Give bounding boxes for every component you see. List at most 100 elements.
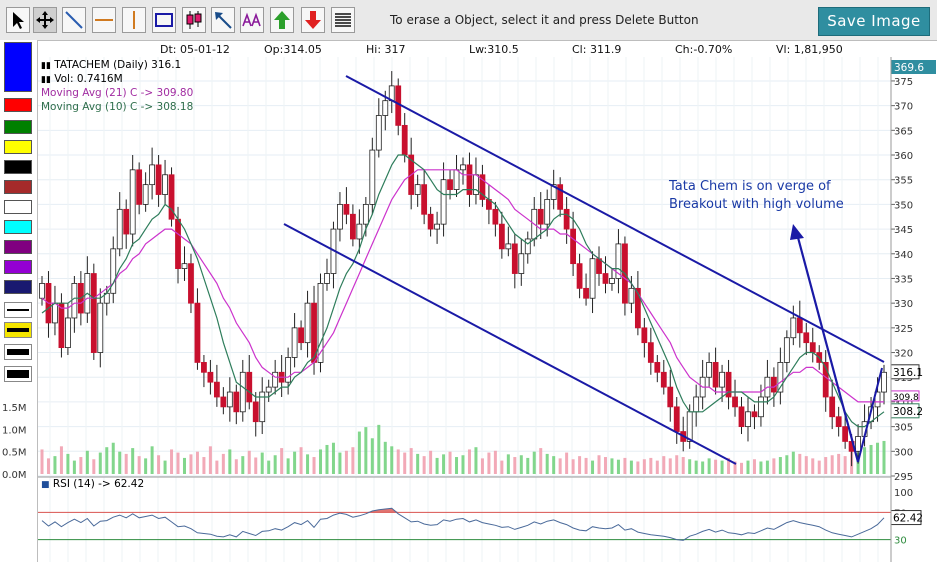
horizontal-line-icon[interactable] [92, 7, 116, 33]
square-icon: ■ [41, 480, 50, 490]
candle-body [531, 208, 538, 240]
volume-bar [241, 456, 245, 474]
price-tick-label: 330 [894, 299, 913, 310]
candle-body [498, 223, 505, 250]
candle-body [829, 396, 836, 418]
color-swatch[interactable] [4, 240, 32, 254]
color-swatch[interactable] [4, 260, 32, 274]
candle-body [362, 203, 369, 225]
info-close: Cl: 311.9 [572, 43, 622, 56]
rsi-panel: 30 70 100 62.42 [38, 488, 923, 547]
volume-bar [344, 450, 348, 474]
candle-body [576, 263, 583, 289]
legend-ma21: Moving Avg (21) C -> 309.80 [41, 87, 194, 99]
candle-body [65, 317, 71, 349]
chart-icon: ▮▮ [41, 75, 51, 85]
color-swatch[interactable] [4, 98, 32, 112]
candle-body [758, 396, 764, 418]
line-width-option[interactable] [4, 344, 32, 360]
pointer-icon[interactable] [6, 7, 30, 33]
volume-bar [260, 452, 264, 474]
volume-bar [221, 453, 225, 474]
color-swatch[interactable] [4, 160, 32, 174]
candle-body [395, 85, 402, 126]
breakout-line-2 [857, 367, 883, 463]
vertical-line-icon[interactable] [122, 7, 146, 33]
volume-bar [591, 460, 595, 474]
arrow-icon[interactable] [211, 7, 235, 33]
candle-body [103, 292, 110, 304]
price-tick-label: 295 [894, 472, 913, 483]
candle-body [492, 208, 499, 225]
buy-arrow-icon[interactable] [270, 7, 294, 33]
fibonacci-icon[interactable] [240, 7, 264, 33]
color-swatch[interactable] [4, 200, 32, 214]
color-swatch[interactable] [4, 140, 32, 154]
candle-body [751, 411, 758, 418]
volume-bar [720, 460, 724, 474]
color-swatch[interactable] [4, 120, 32, 134]
volume-bar [824, 457, 828, 474]
volume-bar [869, 444, 873, 474]
volume-bar [357, 431, 361, 474]
sell-arrow-icon[interactable] [301, 7, 325, 33]
volume-bar [98, 452, 102, 474]
rsi-tick-label: 30 [894, 536, 907, 547]
candle-body [855, 436, 861, 452]
volume-bar [234, 459, 238, 474]
volume-bar [306, 454, 310, 474]
volume-bar [649, 457, 653, 474]
volume-bar [85, 450, 89, 474]
grid [38, 57, 891, 562]
save-image-button[interactable]: Save Image [818, 7, 930, 36]
color-swatch[interactable] [4, 280, 32, 294]
move-icon[interactable] [33, 7, 57, 33]
price-tick-label: 355 [894, 176, 913, 187]
candle-body [822, 362, 829, 398]
color-swatch[interactable] [4, 220, 32, 234]
volume-bar [791, 451, 795, 474]
volume-bar [319, 449, 323, 474]
candle-body [201, 362, 207, 373]
volume-bar [118, 451, 122, 474]
volume-bar [681, 457, 685, 474]
volume-bar [882, 440, 886, 474]
toolbar-hint: To erase a Object, select it and press D… [390, 13, 699, 27]
candle-body [473, 174, 479, 195]
candle-body [408, 154, 415, 195]
candle-body [259, 391, 266, 423]
volume-bar [675, 455, 679, 474]
color-swatch[interactable] [4, 42, 32, 92]
line-width-option[interactable] [4, 322, 32, 338]
candle-body [609, 278, 615, 284]
volume-bar [286, 458, 290, 474]
legend-ma10: Moving Avg (10) C -> 308.18 [41, 101, 194, 113]
candle-body [52, 302, 58, 324]
volume-bar [850, 449, 854, 474]
candle-body [382, 100, 389, 116]
line-width-option[interactable] [4, 366, 32, 382]
candle-body [719, 371, 725, 388]
candle-body [524, 238, 531, 255]
volume-bar [137, 456, 141, 474]
line-width-option[interactable] [4, 302, 32, 318]
candle-body [550, 184, 557, 200]
volume-bar [461, 455, 465, 474]
rectangle-icon[interactable] [152, 7, 176, 33]
volume-bar [338, 452, 342, 474]
volume-bar [46, 458, 50, 474]
candle-icon[interactable] [182, 7, 206, 33]
menu-lines-icon[interactable] [331, 7, 355, 33]
candle-body [732, 396, 738, 408]
volume-bar [111, 442, 115, 474]
candle-body [291, 327, 298, 358]
color-swatch[interactable] [4, 180, 32, 194]
price-tick-label: 310 [894, 398, 913, 409]
candle-body [375, 115, 382, 151]
candle-body [162, 174, 168, 195]
candle-body [868, 406, 874, 423]
trendline-icon[interactable] [62, 7, 86, 33]
candle-body [401, 124, 408, 156]
info-high: Hi: 317 [366, 43, 406, 56]
price-tick-label: 350 [894, 200, 913, 211]
